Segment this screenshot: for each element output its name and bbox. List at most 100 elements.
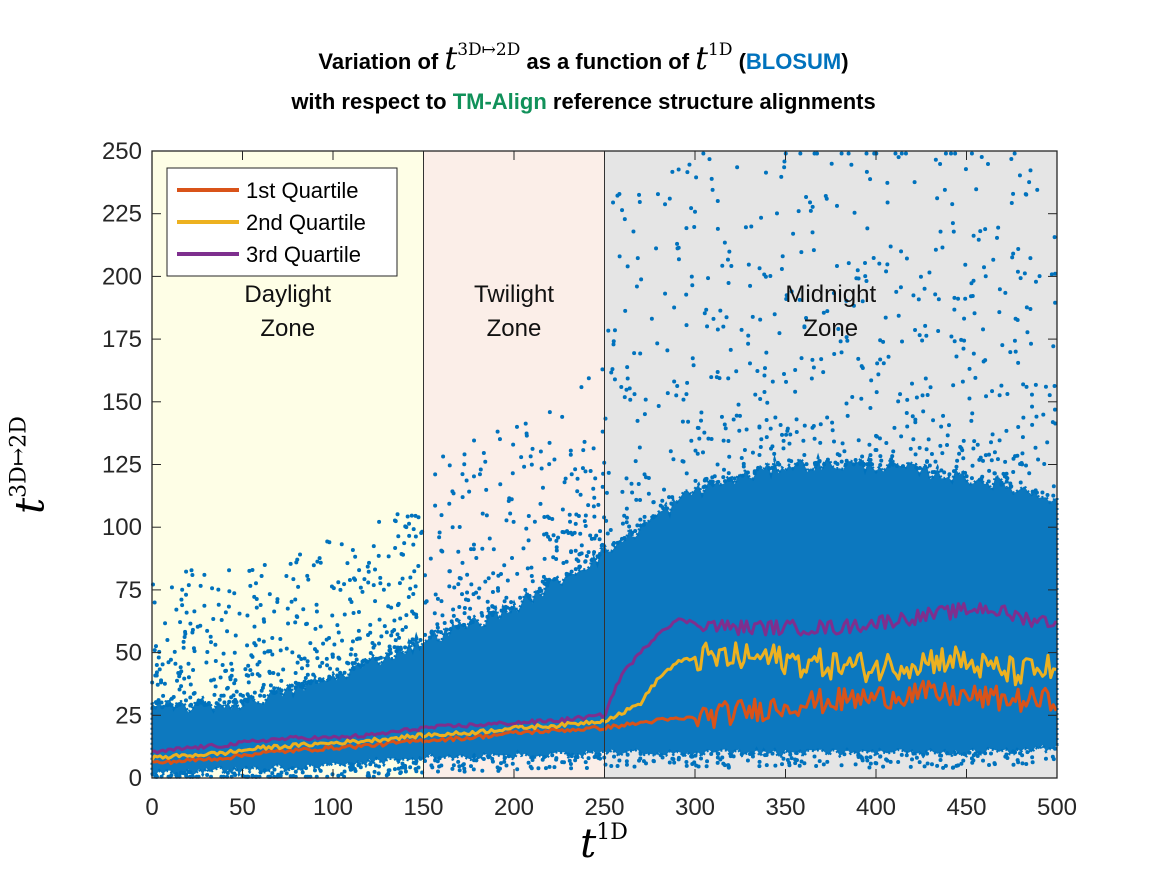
scatter-point (904, 411, 909, 416)
scatter-point (584, 765, 589, 770)
scatter-point (868, 755, 873, 760)
scatter-point (878, 463, 883, 468)
scatter-point (1033, 382, 1038, 387)
scatter-point (992, 471, 997, 476)
scatter-point (173, 661, 178, 666)
scatter-point (393, 546, 398, 551)
scatter-point (480, 613, 485, 618)
scatter-point (984, 394, 989, 399)
scatter-point (547, 410, 552, 415)
scatter-point (757, 424, 762, 429)
scatter-point (366, 633, 371, 638)
scatter-point (787, 458, 792, 463)
scatter-point (987, 452, 992, 457)
scatter-point (667, 196, 672, 201)
scatter-point (994, 235, 999, 240)
scatter-point (496, 573, 501, 578)
scatter-point (699, 756, 704, 761)
scatter-point (586, 376, 591, 381)
scatter-point (625, 264, 630, 269)
scatter-point (580, 466, 585, 471)
scatter-point (528, 454, 533, 459)
scatter-point (169, 585, 174, 590)
scatter-point (715, 462, 720, 467)
scatter-point (1025, 750, 1030, 755)
scatter-point (258, 603, 263, 608)
scatter-point (377, 617, 382, 622)
title-line2-prefix: with respect to (291, 89, 447, 114)
scatter-point (736, 402, 741, 407)
scatter-point (465, 590, 470, 595)
scatter-point (484, 513, 489, 518)
scatter-point (879, 458, 884, 463)
scatter-point (926, 437, 931, 442)
scatter-point (706, 276, 711, 281)
scatter-point (705, 759, 710, 764)
scatter-point (938, 229, 943, 234)
scatter-point (342, 769, 347, 774)
scatter-point (888, 244, 893, 249)
scatter-point (186, 675, 191, 680)
scatter-point (699, 410, 704, 415)
scatter-point (913, 328, 918, 333)
scatter-point (174, 678, 179, 683)
scatter-point (802, 325, 807, 330)
scatter-point (642, 472, 647, 477)
x-tick-label: 50 (229, 794, 256, 821)
scatter-point (868, 177, 873, 182)
x-tick-label: 500 (1037, 794, 1077, 821)
scatter-point (373, 763, 378, 768)
scatter-point (867, 442, 872, 447)
scatter-point (511, 442, 516, 447)
scatter-point (408, 765, 413, 770)
scatter-point (782, 165, 787, 170)
scatter-point (780, 432, 785, 437)
scatter-point (780, 762, 785, 767)
scatter-point (797, 763, 802, 768)
scatter-point (969, 476, 974, 481)
scatter-point (576, 513, 581, 518)
scatter-point (1000, 343, 1005, 348)
scatter-point (1030, 760, 1035, 765)
scatter-point (318, 624, 323, 629)
scatter-point (189, 568, 194, 573)
scatter-point (232, 650, 237, 655)
zone-label-line1: Twilight (474, 281, 554, 308)
scatter-point (1020, 435, 1025, 440)
scatter-point (620, 208, 625, 213)
scatter-point (551, 555, 556, 560)
scatter-point (846, 261, 851, 266)
scatter-point (451, 491, 456, 496)
scatter-point (667, 760, 672, 765)
scatter-point (796, 209, 801, 214)
scatter-point (997, 393, 1002, 398)
scatter-point (368, 651, 373, 656)
scatter-point (596, 502, 601, 507)
scatter-point (676, 245, 681, 250)
scatter-point (877, 436, 882, 441)
scatter-point (1037, 274, 1042, 279)
scatter-point (711, 316, 716, 321)
zone-label-line1: Daylight (244, 281, 331, 308)
scatter-point (267, 671, 272, 676)
scatter-point (646, 491, 651, 496)
scatter-point (821, 762, 826, 767)
scatter-point (554, 548, 559, 553)
scatter-point (589, 536, 594, 541)
scatter-point (799, 250, 804, 255)
scatter-point (612, 377, 617, 382)
scatter-point (632, 764, 637, 769)
scatter-point (865, 758, 870, 763)
scatter-point (1017, 173, 1022, 178)
scatter-point (579, 385, 584, 390)
scatter-point (655, 192, 660, 197)
scatter-point (457, 764, 462, 769)
scatter-point (705, 324, 710, 329)
scatter-point (839, 151, 844, 156)
scatter-point (190, 572, 195, 577)
scatter-point (162, 681, 167, 686)
scatter-point (757, 759, 762, 764)
scatter-point (695, 451, 700, 456)
scatter-point (300, 770, 305, 775)
scatter-point (259, 574, 264, 579)
